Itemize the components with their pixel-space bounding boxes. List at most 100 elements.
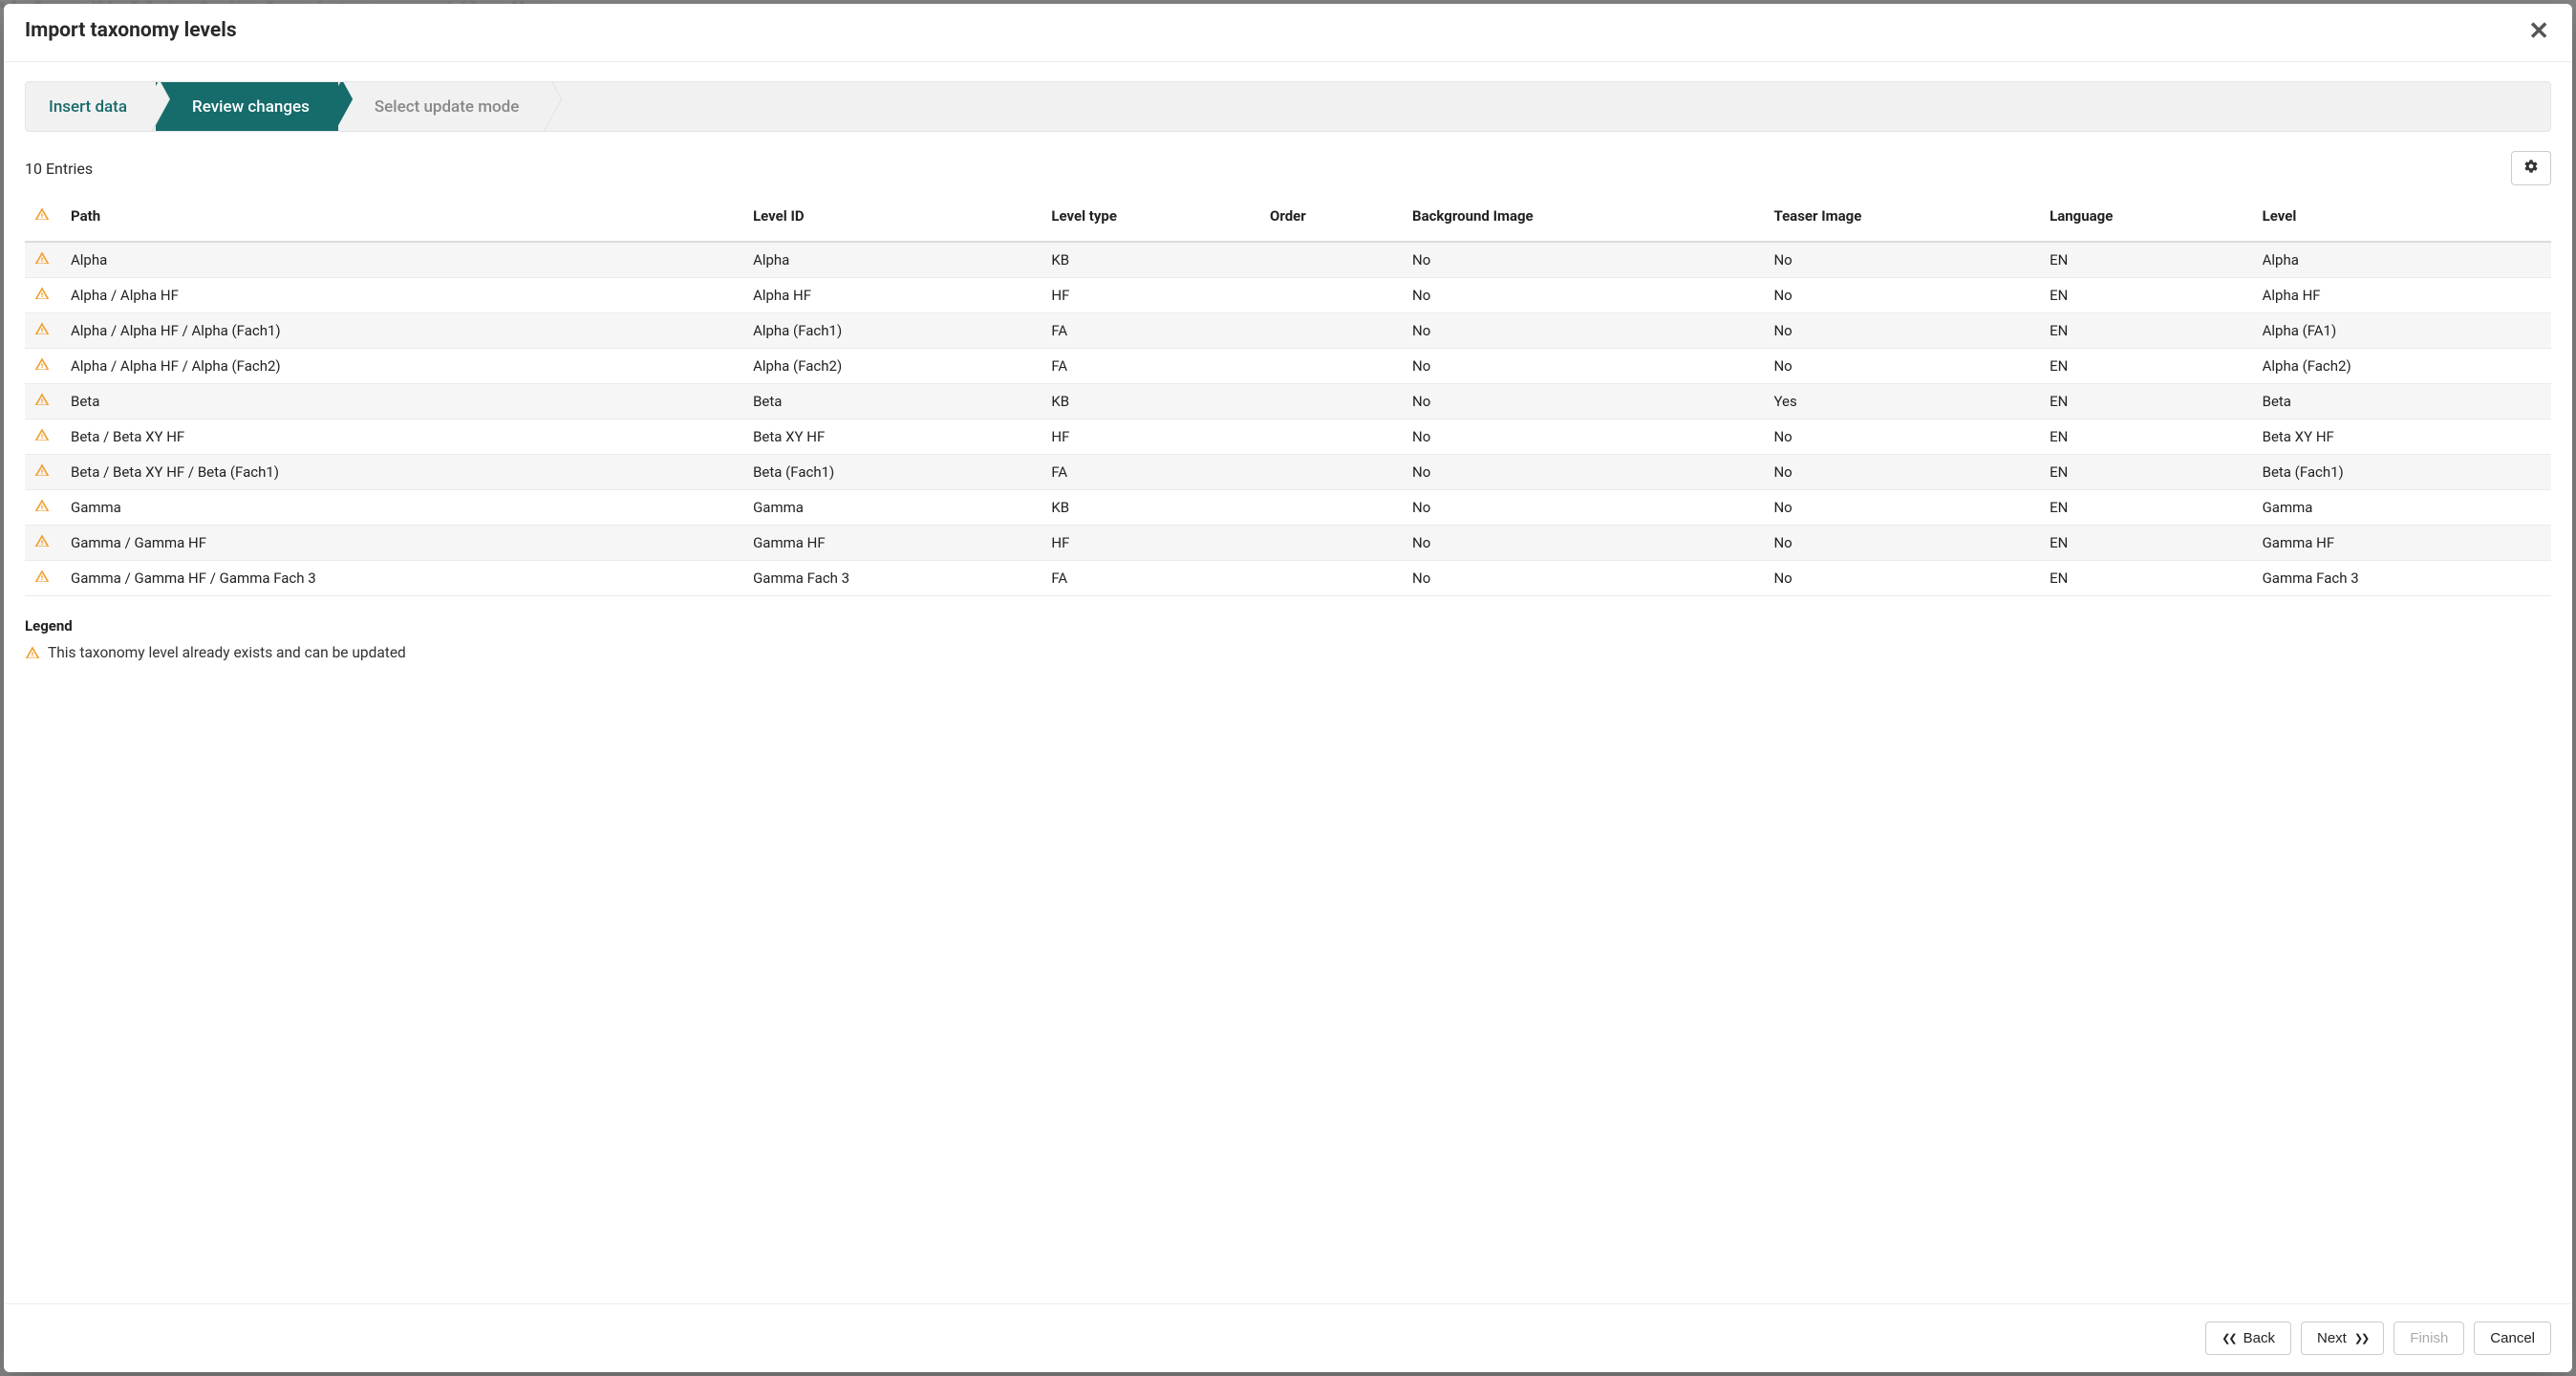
table-cell: Alpha HF — [2253, 278, 2551, 313]
table-cell: No — [1764, 490, 2040, 526]
legend: Legend This taxonomy level already exist… — [25, 617, 2551, 661]
table-row: GammaGammaKBNoNoENGamma — [25, 490, 2551, 526]
table-cell: No — [1403, 278, 1764, 313]
table-cell: No — [1403, 242, 1764, 278]
table-row: Gamma / Gamma HFGamma HFHFNoNoENGamma HF — [25, 526, 2551, 561]
table-cell: Alpha / Alpha HF / Alpha (Fach2) — [61, 349, 743, 384]
table-cell: Beta / Beta XY HF — [61, 419, 743, 455]
warning-icon — [34, 533, 50, 548]
row-status-cell — [25, 242, 61, 278]
back-button-label: Back — [2243, 1330, 2275, 1346]
table-cell — [1260, 384, 1403, 419]
row-status-cell — [25, 526, 61, 561]
table-cell: HF — [1041, 419, 1260, 455]
chevron-left-icon: ❮❮ — [2222, 1332, 2235, 1344]
gear-icon — [2523, 159, 2539, 178]
import-taxonomy-modal: Import taxonomy levels ✕ Insert dataRevi… — [4, 4, 2572, 1372]
table-cell: No — [1403, 384, 1764, 419]
wizard-step-1: Review changes — [156, 82, 338, 131]
warning-icon — [34, 250, 50, 266]
entries-count: 10 Entries — [25, 160, 93, 178]
row-status-cell — [25, 561, 61, 596]
table-cell: Beta (Fach1) — [2253, 455, 2551, 490]
column-header[interactable]: Path — [61, 195, 743, 242]
row-status-cell — [25, 490, 61, 526]
table-cell: Beta — [61, 384, 743, 419]
column-header[interactable]: Language — [2040, 195, 2252, 242]
table-cell: Alpha (Fach2) — [2253, 349, 2551, 384]
modal-title: Import taxonomy levels — [25, 19, 237, 42]
table-cell: Gamma — [61, 490, 743, 526]
table-row: Alpha / Alpha HF / Alpha (Fach2) Alpha (F… — [25, 349, 2551, 384]
table-cell: No — [1403, 419, 1764, 455]
table-cell: No — [1764, 313, 2040, 349]
table-cell: No — [1764, 278, 2040, 313]
finish-button: Finish — [2394, 1322, 2464, 1355]
table-cell: Alpha — [2253, 242, 2551, 278]
row-status-cell — [25, 278, 61, 313]
table-cell — [1260, 561, 1403, 596]
table-cell: FA — [1041, 349, 1260, 384]
table-cell: EN — [2040, 490, 2252, 526]
wizard-steps: Insert dataReview changesSelect update m… — [25, 81, 2551, 132]
row-status-cell — [25, 419, 61, 455]
cancel-button[interactable]: Cancel — [2474, 1322, 2551, 1355]
table-cell: Gamma HF — [743, 526, 1041, 561]
table-cell — [1260, 313, 1403, 349]
legend-item: This taxonomy level already exists and c… — [25, 644, 2551, 661]
table-cell: Alpha / Alpha HF — [61, 278, 743, 313]
table-cell: Gamma HF — [2253, 526, 2551, 561]
finish-button-label: Finish — [2410, 1330, 2448, 1346]
table-cell — [1260, 419, 1403, 455]
column-header[interactable]: Order — [1260, 195, 1403, 242]
table-cell: Alpha — [743, 242, 1041, 278]
warning-icon — [25, 645, 40, 660]
table-cell: EN — [2040, 349, 2252, 384]
table-head: PathLevel IDLevel typeOrderBackground Im… — [25, 195, 2551, 242]
warning-icon — [34, 321, 50, 336]
next-button[interactable]: Next ❯❯ — [2301, 1322, 2384, 1355]
wizard-step-0[interactable]: Insert data — [26, 82, 156, 131]
table-row: Beta / Beta XY HF / Beta (Fach1)Beta (Fa… — [25, 455, 2551, 490]
column-header[interactable]: Level type — [1041, 195, 1260, 242]
table-cell: No — [1764, 242, 2040, 278]
row-status-cell — [25, 349, 61, 384]
row-status-cell — [25, 313, 61, 349]
table-cell: No — [1403, 313, 1764, 349]
table-cell: No — [1403, 455, 1764, 490]
table-settings-button[interactable] — [2511, 151, 2551, 185]
table-cell: Gamma / Gamma HF — [61, 526, 743, 561]
table-cell: Alpha (Fach1) — [743, 313, 1041, 349]
table-cell: EN — [2040, 242, 2252, 278]
table-cell: Beta (Fach1) — [743, 455, 1041, 490]
warning-icon — [34, 206, 50, 222]
table-cell: EN — [2040, 526, 2252, 561]
table-cell — [1260, 278, 1403, 313]
table-cell: EN — [2040, 455, 2252, 490]
wizard-step-2: Select update mode — [338, 82, 547, 131]
table-cell: FA — [1041, 561, 1260, 596]
table-cell: HF — [1041, 526, 1260, 561]
table-cell — [1260, 455, 1403, 490]
warning-icon — [34, 462, 50, 478]
table-cell: FA — [1041, 455, 1260, 490]
warning-icon — [34, 392, 50, 407]
table-cell: Gamma / Gamma HF / Gamma Fach 3 — [61, 561, 743, 596]
column-header[interactable]: Teaser Image — [1764, 195, 2040, 242]
column-header-status — [25, 195, 61, 242]
table-cell: Gamma — [743, 490, 1041, 526]
close-icon[interactable]: ✕ — [2526, 19, 2551, 44]
legend-item-text: This taxonomy level already exists and c… — [48, 644, 406, 661]
back-button[interactable]: ❮❮ Back — [2205, 1322, 2291, 1355]
table-cell: Beta XY HF — [743, 419, 1041, 455]
table-cell: No — [1403, 349, 1764, 384]
column-header[interactable]: Background Image — [1403, 195, 1764, 242]
table-cell: Alpha HF — [743, 278, 1041, 313]
warning-icon — [34, 356, 50, 372]
table-cell: KB — [1041, 242, 1260, 278]
table-cell: Alpha / Alpha HF / Alpha (Fach1) — [61, 313, 743, 349]
column-header[interactable]: Level — [2253, 195, 2551, 242]
warning-icon — [34, 569, 50, 584]
table-cell — [1260, 349, 1403, 384]
column-header[interactable]: Level ID — [743, 195, 1041, 242]
